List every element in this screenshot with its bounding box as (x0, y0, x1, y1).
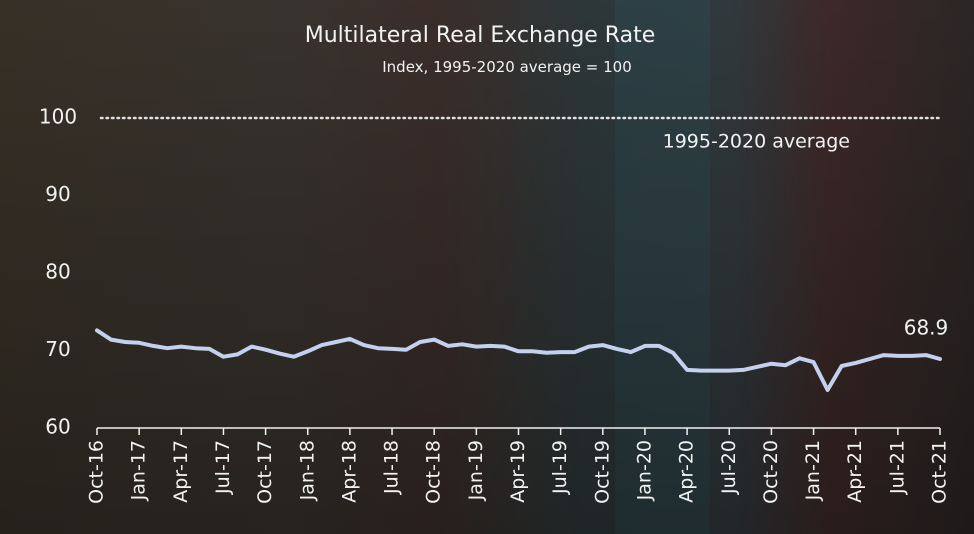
page: {"chart_data": {"type": "line", "title":… (0, 0, 974, 534)
x-tick-label: Oct-17 (254, 440, 276, 504)
x-tick-label: Jan-18 (296, 440, 318, 501)
y-tick-label: 80 (45, 260, 70, 284)
chart-title: Multilateral Real Exchange Rate (305, 23, 656, 48)
x-tick-label: Apr-21 (844, 440, 866, 503)
y-tick-label: 60 (45, 415, 70, 439)
y-tick-label: 90 (45, 182, 70, 206)
chart-subtitle: Index, 1995-2020 average = 100 (382, 58, 632, 76)
x-tick-label: Oct-18 (423, 440, 445, 504)
x-tick-label: Jan-21 (802, 440, 824, 501)
reference-line-label: 1995-2020 average (663, 131, 850, 153)
x-tick-label: Jan-17 (128, 440, 150, 501)
x-tick-label: Oct-20 (760, 440, 782, 504)
x-tick-label: Jul-21 (886, 440, 908, 495)
chart: Multilateral Real Exchange Rate Index, 1… (0, 0, 974, 534)
x-tick-label: Jul-17 (212, 440, 234, 495)
x-tick-label: Oct-16 (86, 440, 108, 504)
x-tick-label: Jul-19 (549, 440, 571, 495)
x-tick-label: Apr-17 (170, 440, 192, 503)
x-tick-label: Apr-20 (676, 440, 698, 503)
x-tick-label: Oct-21 (929, 440, 951, 504)
x-tick-label: Jul-18 (381, 440, 403, 495)
value-label: 68.9 (904, 316, 949, 340)
y-tick-label: 70 (45, 337, 70, 361)
x-tick-label: Jan-19 (465, 440, 487, 501)
x-tick-label: Apr-19 (507, 440, 529, 503)
x-tick-label: Oct-19 (591, 440, 613, 504)
y-tick-label: 100 (39, 105, 77, 129)
x-tick-label: Jul-20 (718, 440, 740, 495)
x-tick-label: Apr-18 (338, 440, 360, 503)
x-tick-label: Jan-20 (633, 440, 655, 501)
